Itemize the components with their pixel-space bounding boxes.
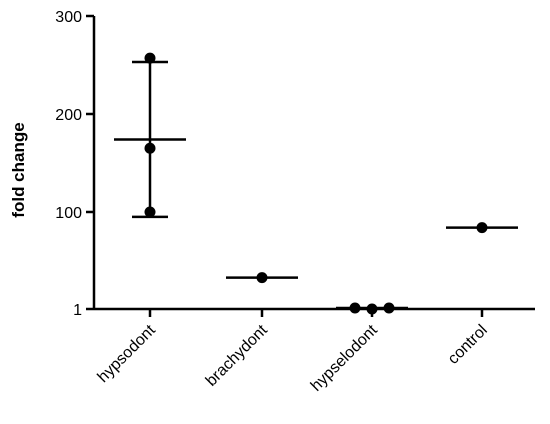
data-point: [383, 302, 395, 314]
data-point: [144, 142, 156, 154]
y-tick-label: 200: [55, 107, 82, 124]
data-point: [366, 303, 378, 315]
x-tick-label: hypselodont: [308, 321, 381, 394]
tick-labels: 1 100 200 300 hypsodont brachydont hypselodont…: [55, 9, 491, 395]
data-point: [349, 302, 361, 314]
y-axis-label: fold change: [9, 122, 28, 217]
data-marks: [114, 52, 518, 315]
data-point: [144, 52, 156, 64]
y-tick-label: 300: [55, 9, 82, 26]
x-tick-label: control: [445, 322, 491, 368]
data-point: [144, 206, 156, 218]
x-tick-label: brachydont: [203, 321, 271, 389]
axes: [86, 14, 535, 317]
y-tick-label: 100: [55, 205, 82, 222]
x-tick-label: hypsodont: [95, 321, 160, 386]
y-tick-label: 1: [73, 302, 82, 319]
data-point: [476, 222, 488, 234]
data-point: [256, 272, 268, 284]
